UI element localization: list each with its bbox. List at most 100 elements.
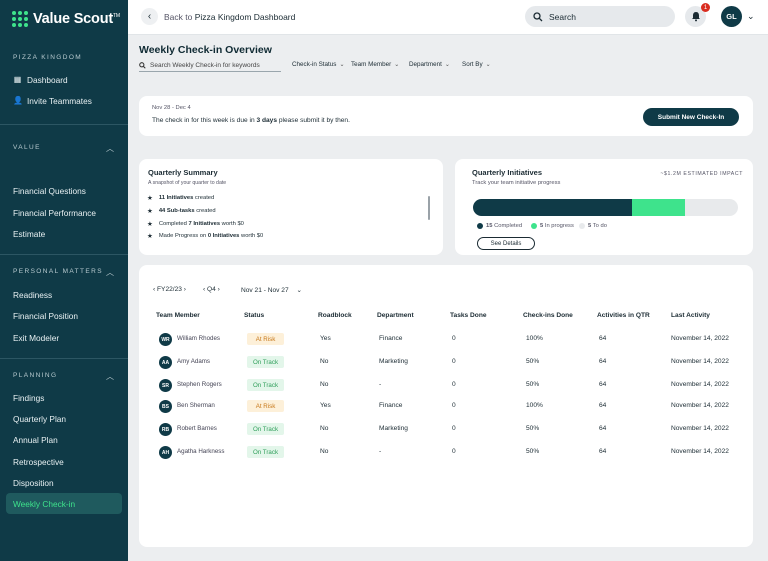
sidebar-item-invite-teammates[interactable]: 👤 Invite Teammates (6, 90, 122, 111)
column-header[interactable]: Check-ins Done (523, 312, 573, 319)
activities-value: 64 (599, 358, 607, 365)
filter-checkin-status[interactable]: Check-in Status ⌄ (292, 61, 344, 68)
member-avatar: SR (159, 379, 172, 392)
last-activity-value: November 14, 2022 (671, 335, 729, 342)
fiscal-year-selector[interactable]: ‹ FY22/23 › (153, 286, 186, 293)
roadblock-value: No (320, 425, 329, 432)
sidebar-item-financial-position[interactable]: Financial Position (6, 305, 122, 326)
app-name: Value Scout (33, 11, 113, 27)
star-icon: ★ (147, 208, 153, 215)
chevron-up-icon[interactable]: ︿ (106, 268, 114, 277)
sidebar-item-weekly-check-in[interactable]: Weekly Check-in (6, 493, 122, 514)
member-name: William Rhodes (177, 335, 220, 342)
estimated-impact: ~$1.2M ESTIMATED IMPACT (660, 171, 743, 177)
sidebar-item-label: Financial Performance (13, 207, 97, 218)
column-header[interactable]: Roadblock (318, 312, 352, 319)
initiatives-title: Quarterly Initiatives (472, 168, 543, 177)
sidebar-item-disposition[interactable]: Disposition (6, 472, 122, 493)
column-header[interactable]: Last Activity (671, 312, 710, 319)
due-text-before: The check in for this week is due in (152, 117, 257, 124)
checkins-done-value: 50% (526, 425, 540, 432)
column-header[interactable]: Status (244, 312, 265, 319)
chevron-left-icon: ‹ (147, 11, 152, 22)
search-placeholder: Search Weekly Check-in for keywords (150, 62, 260, 69)
summary-row: ★ Made Progress on 0 Initiatives worth $0 (147, 232, 263, 240)
filter-department[interactable]: Department ⌄ (409, 61, 450, 68)
status-badge: On Track (247, 356, 284, 368)
section-label-pizza-kingdom: PIZZA KINGDOM (13, 54, 83, 61)
search-bar[interactable]: Search (525, 6, 675, 27)
activities-value: 64 (599, 425, 607, 432)
sidebar-item-label: Financial Position (13, 310, 79, 321)
activities-value: 64 (599, 402, 607, 409)
due-message: The check in for this week is due in 3 d… (152, 117, 350, 124)
last-activity-value: November 14, 2022 (671, 425, 729, 432)
back-link[interactable]: Back to Pizza Kingdom Dashboard (164, 12, 295, 22)
chevron-up-icon[interactable]: ︿ (106, 144, 114, 153)
filter-label: Check-in Status (292, 61, 337, 68)
legend-dot (579, 223, 585, 229)
sidebar-item-retrospective[interactable]: Retrospective (6, 451, 122, 472)
week-label: Nov 21 - Nov 27 (241, 287, 289, 294)
sidebar-item-exit-modeler[interactable]: Exit Modeler (6, 327, 122, 348)
sidebar-item-label: Dashboard (27, 74, 68, 85)
divider (0, 124, 128, 125)
chevron-down-icon[interactable]: ⌄ (747, 11, 755, 21)
summary-value: 44 Sub-tasks (158, 208, 195, 214)
sidebar-item-estimate[interactable]: Estimate (6, 223, 122, 244)
last-activity-value: November 14, 2022 (671, 358, 729, 365)
submit-new-check-in-button[interactable]: Submit New Check-In (643, 108, 739, 126)
column-header[interactable]: Department (377, 312, 414, 319)
chevron-up-icon[interactable]: ︿ (106, 372, 114, 381)
topbar: ‹ Back to Pizza Kingdom Dashboard Search… (128, 0, 768, 35)
member-avatar: AA (159, 356, 172, 369)
member-name: Amy Adams (177, 358, 211, 365)
filter-team-member[interactable]: Team Member ⌄ (351, 61, 399, 68)
back-button[interactable]: ‹ (141, 8, 158, 25)
chevron-down-icon: ⌄ (296, 287, 303, 294)
search-label: Search (549, 11, 576, 22)
week-selector[interactable]: Nov 21 - Nov 27 ⌄ (241, 286, 302, 294)
checkin-search-input[interactable]: Search Weekly Check-in for keywords (139, 60, 281, 72)
quarter-selector[interactable]: ‹ Q4 › (203, 286, 220, 293)
sidebar-item-dashboard[interactable]: ▦ Dashboard (6, 69, 122, 90)
column-header[interactable]: Tasks Done (450, 312, 487, 319)
checkins-done-value: 50% (526, 381, 540, 388)
checkins-done-value: 50% (526, 448, 540, 455)
sidebar-item-label: Annual Plan (13, 434, 58, 445)
scrollbar-thumb[interactable] (428, 196, 430, 220)
filter-sort-by[interactable]: Sort By ⌄ (462, 61, 491, 68)
summary-title: Quarterly Summary (148, 168, 218, 177)
add-user-icon: 👤 (13, 96, 23, 105)
logo[interactable]: Value ScoutTM (12, 11, 120, 27)
search-icon (533, 11, 543, 21)
column-header[interactable]: Activities in QTR (597, 312, 650, 319)
member-avatar: RB (159, 423, 172, 436)
filter-label: Team Member (351, 61, 392, 68)
see-details-button[interactable]: See Details (477, 237, 535, 250)
initiatives-progress-bar (473, 199, 738, 216)
sidebar-item-label: Retrospective (13, 456, 64, 467)
section-label-planning: PLANNING (13, 372, 58, 379)
divider (0, 254, 128, 255)
sidebar-item-quarterly-plan[interactable]: Quarterly Plan (6, 408, 122, 429)
roadblock-value: Yes (320, 335, 331, 342)
sidebar-item-findings[interactable]: Findings (6, 387, 122, 408)
last-activity-value: November 14, 2022 (671, 381, 729, 388)
sidebar-item-annual-plan[interactable]: Annual Plan (6, 429, 122, 450)
column-header[interactable]: Team Member (156, 312, 200, 319)
chevron-down-icon: ⌄ (485, 62, 491, 68)
tasks-done-value: 0 (452, 335, 456, 342)
tasks-done-value: 0 (452, 381, 456, 388)
sidebar-item-financial-questions[interactable]: Financial Questions (6, 180, 122, 201)
sidebar-item-financial-performance[interactable]: Financial Performance (6, 202, 122, 223)
progress-segment-completed (473, 199, 632, 216)
legend-count: 15 (486, 223, 493, 229)
sidebar-item-readiness[interactable]: Readiness (6, 284, 122, 305)
quarter-label: Q4 (207, 286, 216, 293)
filter-label: Department (409, 61, 442, 68)
notifications-button[interactable] (685, 6, 706, 27)
tasks-done-value: 0 (452, 425, 456, 432)
user-avatar[interactable]: GL (721, 6, 742, 27)
summary-text: Completed (158, 221, 189, 227)
